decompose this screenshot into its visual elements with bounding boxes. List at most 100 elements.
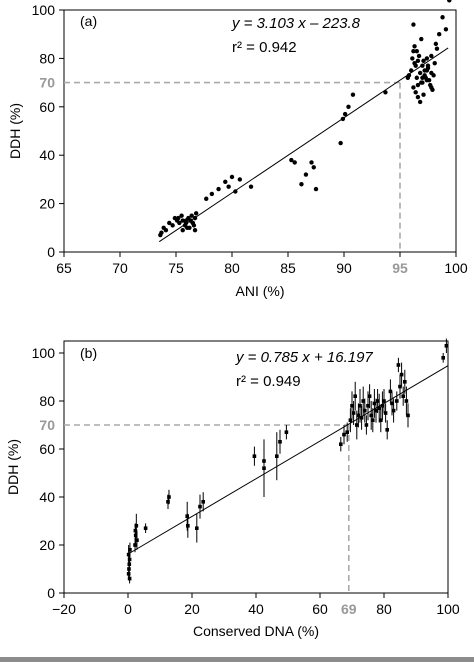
panel-a-point — [414, 48, 419, 54]
panel-a-point — [216, 186, 221, 192]
panel-b-point — [364, 423, 369, 427]
panel-b-fit-line — [127, 365, 449, 555]
panel-b-point — [126, 552, 131, 557]
panel-a-point — [180, 218, 185, 223]
panel-b-xtick-label: 60 — [312, 601, 328, 617]
panel-b-point — [366, 404, 370, 408]
panel-b-point — [367, 394, 372, 398]
panel-a-point — [411, 85, 416, 90]
panel-b-point — [133, 528, 138, 533]
panel-b-point — [399, 372, 404, 377]
panel-a-threshold-lines: 70 — [39, 75, 401, 252]
panel-b-xtick-label: 20 — [184, 601, 200, 617]
panel-b-point — [284, 430, 289, 434]
panel-a-xtick-label: 100 — [444, 260, 468, 276]
panel-a-point — [421, 92, 426, 97]
panel-b-point — [374, 408, 378, 413]
panel-b-ytick-label: 100 — [32, 345, 56, 361]
panel-a-point — [405, 75, 411, 80]
panel-a-xtick-label: 70 — [112, 260, 128, 276]
panel-a-point — [425, 63, 431, 68]
panel-b-point — [351, 411, 356, 415]
panel-b-label: (b) — [80, 345, 97, 361]
panel-a-point — [413, 90, 418, 95]
panel-b-point — [372, 401, 377, 406]
panel-b-point — [363, 408, 367, 413]
panel-a-point — [424, 77, 430, 83]
panel-a-point — [415, 82, 421, 88]
panel-b-point — [379, 418, 383, 422]
panel-b-ytick-label: 40 — [39, 489, 55, 505]
panel-a-data-points — [158, 0, 452, 238]
panel-b-threshold-x-label: 69 — [341, 601, 357, 617]
panel-a-point — [289, 157, 294, 163]
panel-a-point — [209, 191, 215, 197]
panel-a-r2: r² = 0.942 — [232, 39, 297, 56]
panel-b-point — [356, 413, 361, 418]
panel-b-point — [377, 406, 381, 410]
panel-a-label: (a) — [80, 13, 97, 29]
panel-a-ytick-label: 60 — [39, 99, 55, 115]
panel-a-point — [419, 36, 424, 42]
panel-b-point — [185, 514, 189, 518]
panel-b-point — [382, 399, 386, 403]
panel-b-point — [135, 538, 139, 542]
panel-b-ytick-label: 80 — [39, 393, 55, 409]
panel-a-plot-frame — [63, 9, 457, 253]
panel-b-point — [406, 413, 410, 418]
panel-b-point — [275, 454, 279, 458]
panel-b-point — [345, 430, 349, 434]
panel-b-r2: r² = 0.949 — [236, 373, 301, 390]
panel-a-ytick-label: 80 — [39, 50, 55, 66]
bottom-border — [0, 657, 474, 662]
panel-a-xtick-label: 75 — [168, 260, 184, 276]
panel-a: 65 70 75 80 85 90 95 100 0 20 40 60 80 100 70 (a) y =… — [7, 0, 468, 299]
panel-a-xtick-label: 65 — [56, 260, 72, 276]
panel-a-point — [434, 46, 440, 51]
panel-a-point — [420, 75, 425, 80]
panel-b-data-points — [126, 338, 449, 584]
panel-b-point — [359, 416, 364, 420]
panel-a-point — [223, 179, 228, 185]
panel-b-point — [444, 344, 449, 348]
panel-a-point — [420, 80, 425, 85]
panel-a-point — [410, 56, 415, 61]
panel-a-point — [292, 160, 297, 165]
panel-a-threshold-y-label: 70 — [39, 75, 55, 91]
panel-b-point — [339, 442, 343, 446]
panel-a-point — [180, 228, 185, 233]
panel-a-point — [204, 196, 209, 201]
panel-b-point — [403, 380, 407, 384]
panel-b-point — [278, 440, 282, 444]
panel-a-ylabel: DDH (%) — [7, 103, 23, 159]
panel-a-point — [309, 160, 314, 165]
panel-b-point — [133, 543, 137, 547]
panel-b-point — [143, 526, 148, 530]
panel-a-xtick-label: 90 — [336, 260, 352, 276]
panel-b-point — [404, 399, 409, 403]
panel-b-point — [348, 418, 353, 422]
panel-b-point — [371, 418, 375, 422]
panel-a-point — [163, 228, 169, 233]
panel-a-ytick-label: 40 — [39, 147, 55, 163]
panel-b-point — [201, 500, 205, 504]
panel-a-point — [437, 32, 442, 37]
panel-a-point — [415, 94, 421, 100]
panel-a-point — [177, 220, 182, 226]
panel-b-point — [195, 526, 199, 530]
panel-a-point — [338, 140, 343, 146]
panel-b-point — [398, 384, 402, 389]
panel-a-point — [411, 22, 416, 27]
panel-a-point — [190, 220, 195, 226]
panel-a-point — [447, 0, 452, 3]
panel-b-point — [262, 466, 266, 470]
panel-b-point — [166, 500, 170, 504]
panel-b-xtick-label: 0 — [124, 601, 132, 617]
panel-b-ytick-label: 60 — [39, 441, 55, 457]
panel-a-point — [421, 58, 426, 64]
panel-b-point — [401, 394, 405, 398]
panel-a-equation: y = 3.103 x – 223.8 — [231, 15, 361, 32]
panel-b-point — [198, 504, 202, 509]
panel-a-ticks: 65 70 75 80 85 90 95 100 0 20 40 60 80 100 — [32, 2, 468, 276]
